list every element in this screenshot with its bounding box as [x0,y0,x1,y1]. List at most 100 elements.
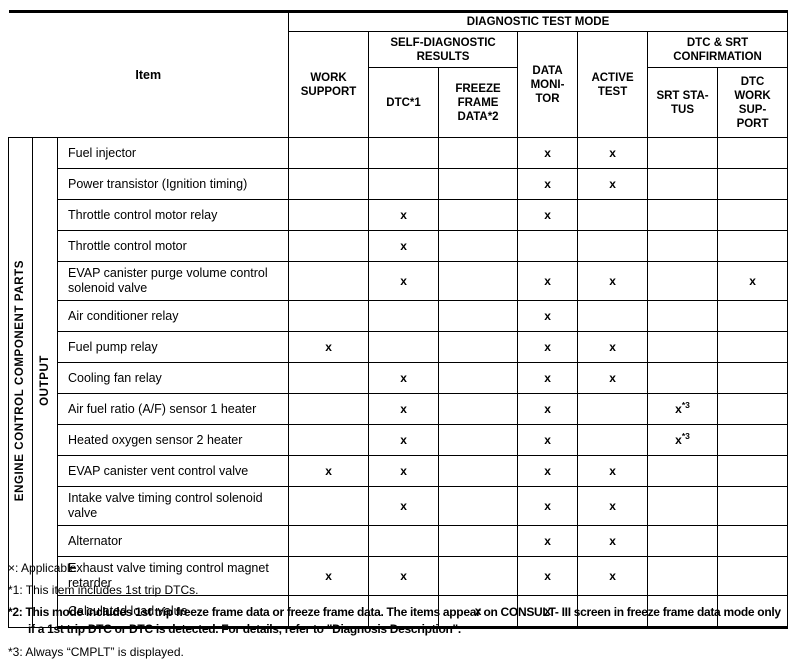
applicable-mark-cell: x [288,455,370,487]
empty-mark-cell [717,137,789,169]
table-row: Calculated load value x x [9,595,789,629]
empty-mark-cell [647,331,719,363]
empty-mark-cell [717,199,789,231]
table-row: Cooling fan relay x x x [9,362,789,394]
footnote: *2: This mode includes 1st trip freeze f… [8,605,781,636]
item-cell: Intake valve timing control solenoid val… [56,486,290,526]
table-row: Alternator x x [9,525,789,557]
empty-mark-cell [717,168,789,200]
empty-mark-cell [647,525,719,557]
item-cell: Air fuel ratio (A/F) sensor 1 heater [56,393,290,425]
empty-mark-cell [717,486,789,526]
empty-mark-cell [368,331,440,363]
table-row: Throttle control motor relay x x [9,199,789,231]
column-header-dtc-srt-confirmation: DTC & SRT CONFIRMATION [647,31,789,68]
applicable-mark-cell: x [517,331,579,363]
column-header-srt-status: SRT STA- TUS [647,67,719,138]
empty-mark-cell [647,137,719,169]
table-row: Air fuel ratio (A/F) sensor 1 heater x x x*… [9,393,789,425]
empty-mark-cell [438,230,519,262]
empty-mark-cell [647,168,719,200]
footnotes: ×: Applicable *1: This item includes 1st … [8,560,790,666]
footnote: *3: Always “CMPLT” is displayed. [8,645,184,659]
applicable-mark-cell: x [577,362,649,394]
empty-mark-cell [647,486,719,526]
item-cell: Fuel pump relay [56,331,290,363]
applicable-mark-cell: x [577,525,649,557]
empty-mark-cell [288,362,370,394]
applicable-mark-cell: x [517,455,579,487]
applicable-mark-cell: x [577,331,649,363]
footnote-reference: *3 [681,399,690,410]
empty-mark-cell [647,230,719,262]
table-row: Throttle control motor x [9,230,789,262]
empty-mark-cell [288,230,370,262]
applicable-mark-cell: x [517,393,579,425]
empty-mark-cell [438,137,519,169]
applicable-mark-cell: x [517,486,579,526]
empty-mark-cell [717,300,789,332]
row-group-subcategory: OUTPUT [32,137,58,628]
item-cell: Exhaust valve timing control magnet reta… [56,556,290,596]
applicable-mark-cell: x*3 [647,393,719,425]
empty-mark-cell [288,595,370,629]
empty-mark-cell [647,556,719,596]
empty-mark-cell [647,455,719,487]
table-header: Item DIAGNOSTIC TEST MODE WORK SUPPORT S… [8,10,789,138]
footnote: *1: This item includes 1st trip DTCs. [8,583,199,597]
column-header-self-diagnostic-results: SELF-DIAGNOSTIC RESULTS [368,31,519,68]
empty-mark-cell [577,300,649,332]
empty-mark-cell [647,362,719,394]
empty-mark-cell [647,261,719,301]
column-header-dtc: DTC*1 [368,67,440,138]
applicable-mark-cell: x [577,261,649,301]
applicable-mark-cell: x [368,199,440,231]
applicable-mark-cell: x [368,455,440,487]
row-group-category: ENGINE CONTROL COMPONENT PARTS [8,137,33,628]
empty-mark-cell [288,525,370,557]
applicable-mark-cell: x [517,137,579,169]
column-header-diagnostic-test-mode: DIAGNOSTIC TEST MODE [288,10,789,32]
empty-mark-cell [717,595,789,629]
column-header-freeze-frame-data: FREEZE FRAME DATA*2 [438,67,519,138]
applicable-mark-cell: x [517,300,579,332]
table-row: Power transistor (Ignition timing) x x [9,168,789,200]
column-header-dtc-work-support: DTC WORK SUP- PORT [717,67,789,138]
item-cell: Power transistor (Ignition timing) [56,168,290,200]
empty-mark-cell [717,424,789,456]
empty-mark-cell [288,199,370,231]
empty-mark-cell [438,525,519,557]
empty-mark-cell [717,230,789,262]
table-row: Intake valve timing control solenoid val… [9,486,789,526]
item-cell: Heated oxygen sensor 2 heater [56,424,290,456]
empty-mark-cell [717,362,789,394]
applicable-mark-cell: x [517,424,579,456]
table-body: ENGINE CONTROL COMPONENT PARTS OUTPUT Fuel… [8,137,789,629]
applicable-mark-cell: x [577,168,649,200]
empty-mark-cell [577,424,649,456]
empty-mark-cell [438,393,519,425]
applicable-mark-cell: x [288,331,370,363]
diagnostic-table: Item DIAGNOSTIC TEST MODE WORK SUPPORT S… [8,10,789,629]
applicable-mark-cell: x [517,595,579,629]
empty-mark-cell [288,137,370,169]
empty-mark-cell [717,331,789,363]
empty-mark-cell [717,393,789,425]
empty-mark-cell [577,393,649,425]
empty-mark-cell [438,362,519,394]
empty-mark-cell [717,455,789,487]
row-group-category-label: ENGINE CONTROL COMPONENT PARTS [14,259,26,502]
empty-mark-cell [717,525,789,557]
column-header-data-monitor: DATA MONI- TOR [517,31,579,138]
applicable-mark-cell: x [577,137,649,169]
footnote: ×: Applicable [8,561,77,575]
item-cell: Cooling fan relay [56,362,290,394]
item-cell: Throttle control motor [56,230,290,262]
applicable-mark-cell: x [577,556,649,596]
applicable-mark-cell: x [368,393,440,425]
item-cell: Air conditioner relay [56,300,290,332]
applicable-mark-cell: x [368,486,440,526]
empty-mark-cell [368,300,440,332]
empty-mark-cell [438,424,519,456]
